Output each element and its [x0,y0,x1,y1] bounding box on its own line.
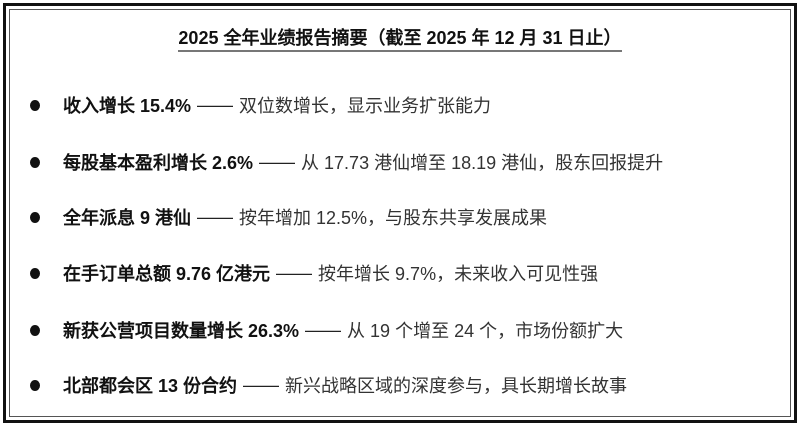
item-detail: 双位数增长，显示业务扩张能力 [239,96,492,116]
item-highlight: 在手订单总额 9.76 亿港元 [63,264,271,284]
item-highlight: 收入增长 15.4% [63,96,192,116]
item-separator: —— [276,262,313,283]
item-separator: —— [259,151,296,172]
bullet-icon [30,324,40,336]
item-separator: —— [243,374,280,395]
bullet-icon [30,211,40,223]
item-highlight: 全年派息 9 港仙 [63,208,192,228]
list-item: 在手订单总额 9.76 亿港元 —— 按年增长 9.7%，未来收入可见性强 [30,260,598,286]
summary-panel: 2025 全年业绩报告摘要（截至 2025 年 12 月 31 日止） 收入增长… [9,9,791,417]
item-highlight: 每股基本盈利增长 2.6% [63,153,254,173]
list-item: 北部都会区 13 份合约 —— 新兴战略区域的深度参与，具长期增长故事 [30,372,627,398]
list-item: 每股基本盈利增长 2.6% —— 从 17.73 港仙增至 18.19 港仙，股东回… [30,149,663,175]
item-highlight: 新获公营项目数量增长 26.3% [63,321,300,341]
list-item: 全年派息 9 港仙 —— 按年增加 12.5%，与股东共享发展成果 [30,204,547,230]
list-item: 收入增长 15.4% —— 双位数增长，显示业务扩张能力 [30,92,491,118]
item-detail: 新兴战略区域的深度参与，具长期增长故事 [285,376,628,396]
item-detail: 按年增长 9.7%，未来收入可见性强 [318,264,599,284]
item-detail: 按年增加 12.5%，与股东共享发展成果 [239,208,548,228]
item-separator: —— [197,94,234,115]
list-item: 新获公营项目数量增长 26.3% —— 从 19 个增至 24 个，市场份额扩大 [30,317,623,343]
page-title: 2025 全年业绩报告摘要（截至 2025 年 12 月 31 日止） [10,24,790,52]
bullet-icon [30,267,40,279]
item-separator: —— [197,206,234,227]
item-separator: —— [305,319,342,340]
item-detail: 从 17.73 港仙增至 18.19 港仙，股东回报提升 [301,153,664,173]
bullet-icon [30,99,40,111]
bullet-icon [30,156,40,168]
bullet-icon [30,379,40,391]
item-highlight: 北部都会区 13 份合约 [63,376,238,396]
summary-frame: 2025 全年业绩报告摘要（截至 2025 年 12 月 31 日止） 收入增长… [3,3,797,423]
item-detail: 从 19 个增至 24 个，市场份额扩大 [347,321,624,341]
